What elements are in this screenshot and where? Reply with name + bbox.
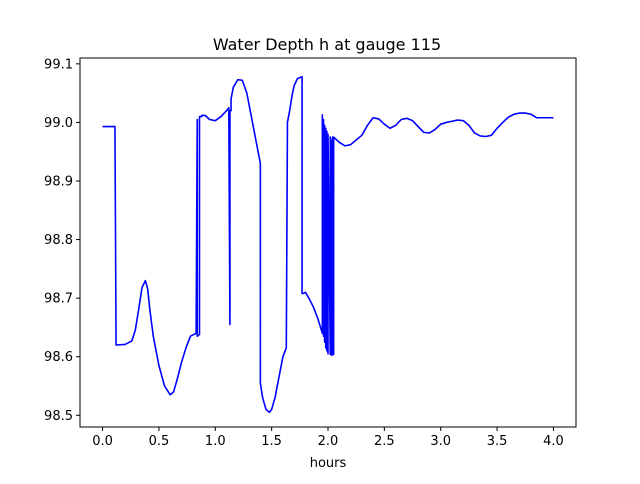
- x-tick-label: 2.0: [318, 434, 339, 449]
- x-tick-label: 4.0: [543, 434, 564, 449]
- x-tick-label: 1.0: [205, 434, 226, 449]
- x-tick-label: 1.5: [261, 434, 282, 449]
- x-tick-label: 2.5: [374, 434, 395, 449]
- y-tick-label: 98.8: [44, 233, 73, 248]
- x-tick-label: 3.5: [487, 434, 508, 449]
- y-tick-label: 98.7: [44, 292, 73, 307]
- y-tick-label: 98.6: [44, 350, 73, 365]
- y-axis: 98.5 98.6 98.7 98.8 98.9 99.0 99.1: [44, 57, 80, 424]
- x-axis: 0.0 0.5 1.0 1.5 2.0 2.5 3.0 3.5 4.0: [92, 427, 564, 449]
- plot-area: [102, 75, 554, 414]
- x-tick-label: 0.5: [149, 434, 170, 449]
- y-tick-label: 99.1: [44, 57, 73, 72]
- x-tick-label: 0.0: [92, 434, 113, 449]
- y-tick-label: 98.9: [44, 175, 73, 190]
- x-tick-label: 3.0: [430, 434, 451, 449]
- y-tick-label: 99.0: [44, 116, 73, 131]
- x-axis-label: hours: [310, 456, 347, 471]
- series-line-0: [102, 75, 554, 414]
- y-tick-label: 98.5: [44, 409, 73, 424]
- chart-title: Water Depth h at gauge 115: [213, 35, 441, 54]
